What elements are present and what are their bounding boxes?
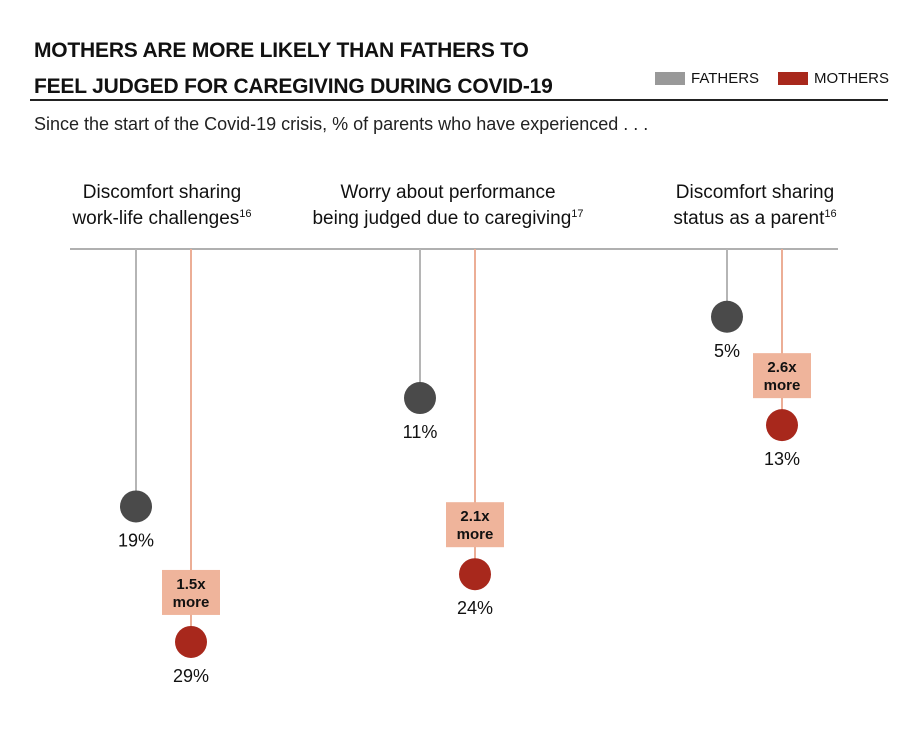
category-label-3-line-2: status as a parent16 [673, 208, 836, 229]
legend-swatch-mothers [778, 71, 808, 85]
ratio-badge-3 [753, 353, 811, 399]
ratio-badge-text-3: more [764, 377, 801, 394]
title-divider [30, 99, 888, 101]
ratio-badge-value-2: 2.1x [460, 508, 490, 525]
mothers-value-label-3: 13% [764, 449, 800, 469]
ratio-badge-2 [446, 502, 504, 548]
legend-item-fathers: FATHERS [655, 69, 759, 87]
fathers-value-label-3: 5% [714, 341, 740, 361]
fathers-value-label-2: 11% [403, 422, 438, 442]
mothers-value-label-1: 29% [173, 666, 209, 686]
ratio-badge-value-1: 1.5x [176, 576, 206, 593]
mothers-point-1 [175, 625, 207, 658]
legend-swatch-fathers [655, 71, 685, 85]
mothers-value-label-2: 24% [457, 598, 493, 618]
ratio-badge-text-2: more [457, 526, 494, 543]
title-line-1: MOTHERS ARE MORE LIKELY THAN FATHERS TO [34, 39, 529, 62]
mothers-point-2 [459, 558, 491, 591]
category-label-1-line-1: Discomfort sharing [83, 182, 241, 203]
chart-title: MOTHERS ARE MORE LIKELY THAN FATHERS TO … [34, 33, 654, 105]
fathers-point-3 [711, 300, 743, 333]
category-label-1-line-2: work-life challenges16 [71, 208, 251, 229]
fathers-value-label-1: 19% [118, 530, 154, 550]
ratio-badge-text-1: more [173, 594, 210, 611]
category-label-3-line-1: Discomfort sharing [676, 182, 834, 203]
fathers-point-2 [404, 382, 436, 415]
mothers-point-3 [766, 409, 798, 442]
fathers-point-1 [120, 490, 152, 523]
legend-label-fathers: FATHERS [691, 69, 760, 87]
title-line-2: FEEL JUDGED FOR CAREGIVING DURING COVID-… [34, 75, 553, 98]
ratio-badge-value-3: 2.6x [767, 359, 797, 376]
chart-subtitle: Since the start of the Covid-19 crisis, … [34, 114, 649, 134]
ratio-badge-1 [162, 569, 220, 615]
category-label-2-line-1: Worry about performance [340, 182, 555, 203]
legend-label-mothers: MOTHERS [814, 69, 889, 87]
legend-item-mothers: MOTHERS [778, 69, 889, 87]
category-label-2-line-2: being judged due to caregiving17 [312, 208, 583, 229]
